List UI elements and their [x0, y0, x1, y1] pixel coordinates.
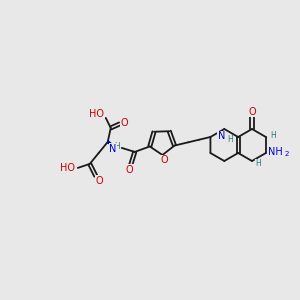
Text: H: H [114, 142, 120, 152]
Text: HO: HO [60, 163, 75, 173]
Text: NH: NH [268, 147, 283, 157]
Text: O: O [126, 165, 134, 175]
Text: HO: HO [89, 109, 104, 119]
Text: H: H [255, 160, 261, 169]
Text: N: N [109, 144, 116, 154]
Text: N: N [218, 131, 225, 141]
Polygon shape [107, 140, 117, 148]
Text: H: H [227, 134, 233, 143]
Text: 2: 2 [285, 151, 289, 157]
Text: H: H [270, 131, 276, 140]
Text: O: O [160, 155, 168, 165]
Text: O: O [248, 107, 256, 117]
Text: O: O [96, 176, 103, 186]
Text: O: O [121, 118, 129, 128]
